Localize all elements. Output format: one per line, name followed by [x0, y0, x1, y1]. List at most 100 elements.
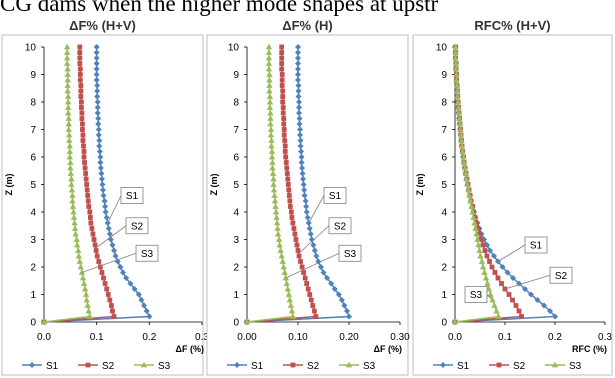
data-point	[270, 181, 277, 187]
y-tick-label: 8	[441, 98, 447, 109]
data-point	[458, 137, 465, 143]
data-point	[284, 165, 290, 171]
data-point	[111, 314, 117, 319]
data-point	[346, 313, 352, 320]
y-tick-label: 10	[228, 43, 240, 54]
legend-label: S1	[251, 361, 264, 372]
data-point	[475, 241, 482, 248]
series-s3	[243, 43, 297, 325]
callout-s2: S2	[298, 217, 352, 254]
data-point	[281, 116, 287, 121]
y-tick-label: 5	[233, 180, 239, 191]
data-point	[287, 302, 295, 308]
data-point	[279, 55, 285, 61]
data-point	[65, 115, 72, 121]
y-tick-label: 0	[441, 318, 447, 329]
data-point	[308, 297, 314, 303]
data-point	[287, 198, 293, 204]
data-point	[466, 192, 473, 198]
data-point	[100, 192, 107, 199]
data-point	[291, 226, 297, 231]
data-point	[243, 318, 251, 325]
data-point	[127, 280, 134, 287]
data-point	[65, 126, 72, 132]
data-point	[338, 297, 345, 303]
legend-item-s1: S1	[22, 361, 59, 372]
legend-marker	[345, 361, 353, 368]
data-point	[268, 142, 275, 149]
data-point	[286, 193, 292, 198]
data-point	[284, 285, 291, 292]
data-point	[285, 291, 293, 297]
data-point	[282, 143, 288, 149]
data-point	[266, 82, 273, 88]
data-point	[81, 154, 87, 160]
data-point	[71, 219, 78, 226]
data-point	[269, 159, 276, 165]
data-point	[335, 291, 342, 298]
data-point	[301, 187, 308, 193]
data-point	[266, 93, 274, 99]
data-point	[296, 115, 303, 122]
data-point	[275, 236, 283, 242]
y-tick-label: 6	[30, 153, 36, 164]
data-point	[301, 270, 307, 275]
data-point	[298, 148, 305, 155]
data-point	[104, 286, 110, 292]
callout-s2: S2	[504, 266, 573, 290]
data-point	[295, 44, 301, 50]
data-point	[269, 170, 277, 176]
data-point	[317, 264, 324, 270]
data-point	[97, 264, 103, 270]
data-point	[103, 214, 110, 221]
data-point	[93, 55, 100, 61]
data-point	[299, 165, 306, 171]
data-point	[94, 88, 101, 94]
data-point	[95, 115, 102, 122]
data-point	[454, 93, 461, 99]
y-tick-label: 2	[441, 263, 447, 274]
data-point	[77, 44, 83, 50]
data-point	[131, 286, 138, 292]
data-point	[308, 236, 315, 243]
data-point	[499, 281, 504, 286]
data-point	[452, 65, 460, 72]
data-point	[91, 237, 97, 242]
data-point	[299, 264, 305, 270]
y-tick-label: 4	[30, 208, 36, 219]
callout-s1: S1	[497, 236, 548, 262]
data-point	[472, 225, 479, 231]
data-point	[506, 292, 512, 297]
data-point	[272, 203, 279, 209]
data-point	[307, 292, 313, 297]
data-point	[465, 186, 472, 193]
data-point	[293, 237, 299, 242]
legend-label: S2	[102, 361, 115, 372]
callout-leader	[298, 225, 330, 254]
data-point	[528, 291, 534, 298]
y-tick-label: 8	[30, 98, 36, 109]
data-point	[267, 131, 275, 138]
data-point	[281, 121, 287, 127]
callout-leader	[107, 195, 122, 224]
data-point	[481, 269, 488, 275]
data-point	[302, 198, 309, 204]
data-point	[463, 175, 470, 182]
data-point	[457, 126, 464, 132]
data-point	[297, 126, 304, 133]
data-point	[280, 99, 286, 105]
data-point	[96, 143, 103, 149]
y-tick-label: 1	[441, 290, 447, 301]
y-tick-label: 0	[233, 318, 239, 329]
y-tick-label: 2	[30, 263, 36, 274]
legend-marker	[140, 361, 148, 368]
callout-s2: S2	[95, 217, 149, 249]
callout-box	[120, 187, 144, 204]
data-point	[279, 44, 285, 50]
data-point	[295, 66, 301, 72]
callout-leader	[95, 225, 127, 249]
data-point	[484, 242, 490, 248]
data-point	[296, 110, 303, 116]
data-point	[86, 204, 92, 209]
data-point	[81, 149, 87, 154]
